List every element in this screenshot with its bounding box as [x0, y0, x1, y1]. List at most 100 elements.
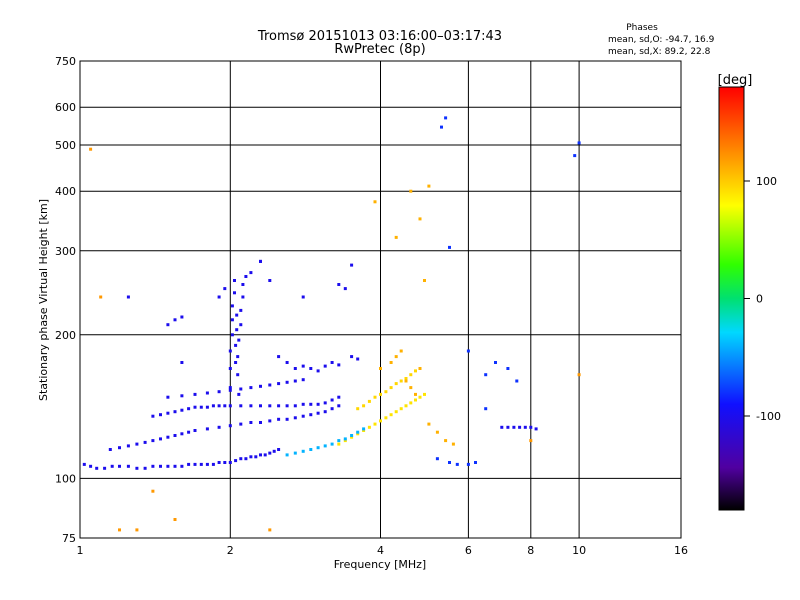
data-point	[523, 425, 527, 429]
data-point	[159, 464, 162, 468]
data-point	[235, 313, 239, 317]
data-point	[506, 425, 510, 429]
y-tick-label: 750	[55, 55, 76, 68]
data-point	[217, 390, 221, 394]
data-point	[223, 404, 227, 408]
data-point	[166, 435, 170, 439]
data-point	[455, 462, 459, 466]
legend-title: Phases	[626, 23, 658, 33]
data-point	[356, 430, 360, 434]
data-point	[135, 528, 139, 532]
data-point	[337, 363, 341, 367]
data-point	[143, 466, 147, 470]
data-point	[82, 462, 86, 466]
data-point	[187, 462, 191, 466]
data-point	[466, 349, 470, 353]
data-point	[233, 291, 236, 295]
data-point	[173, 410, 177, 414]
data-point	[277, 417, 281, 421]
data-point	[323, 401, 327, 405]
data-points	[82, 116, 581, 532]
data-point	[193, 405, 197, 409]
colorbar-label: [deg]	[718, 73, 753, 88]
x-tick-label: 6	[465, 544, 472, 557]
data-point	[239, 387, 243, 391]
data-point	[217, 425, 221, 429]
data-point	[187, 407, 191, 411]
data-point	[427, 422, 431, 426]
data-point	[228, 461, 232, 464]
chart-subtitle: RwPretec (8p)	[334, 42, 425, 57]
data-point	[228, 388, 232, 392]
data-point	[99, 295, 103, 299]
data-point	[500, 425, 504, 429]
data-point	[534, 427, 538, 431]
data-point	[166, 323, 170, 327]
data-point	[180, 361, 184, 364]
data-point	[118, 446, 121, 450]
data-point	[268, 419, 272, 423]
data-point	[236, 355, 240, 359]
data-point	[394, 382, 398, 386]
data-point	[126, 444, 130, 448]
data-point	[409, 189, 413, 193]
data-point	[254, 455, 258, 459]
data-point	[268, 528, 272, 532]
data-point	[151, 489, 155, 493]
data-point	[394, 355, 398, 359]
data-point	[211, 404, 215, 408]
data-point	[404, 379, 408, 383]
data-point	[379, 419, 382, 423]
data-point	[373, 395, 377, 399]
data-point	[389, 386, 393, 390]
data-point	[343, 439, 347, 443]
x-tick-label: 16	[674, 544, 688, 557]
data-point	[484, 373, 488, 377]
data-point	[435, 430, 439, 434]
data-point	[239, 422, 243, 426]
data-point	[126, 295, 130, 299]
data-point	[108, 448, 112, 451]
data-point	[205, 427, 209, 431]
data-point	[285, 417, 289, 421]
data-point	[159, 437, 162, 441]
data-point	[259, 453, 262, 457]
data-point	[239, 308, 243, 312]
data-point	[249, 386, 253, 390]
data-point	[418, 395, 422, 399]
data-point	[223, 287, 227, 291]
data-point	[293, 404, 297, 408]
data-point	[143, 440, 147, 444]
data-point	[126, 464, 130, 468]
data-point	[277, 404, 281, 408]
data-point	[228, 367, 232, 370]
y-tick-label: 75	[62, 532, 76, 545]
data-point	[223, 461, 227, 464]
data-point	[414, 398, 417, 402]
data-point	[484, 407, 488, 411]
data-point	[330, 442, 334, 446]
data-point	[423, 279, 426, 282]
colorbar-tick-label: 100	[756, 175, 777, 188]
data-point	[330, 407, 334, 411]
data-point	[301, 364, 305, 368]
data-point	[180, 432, 184, 436]
data-point	[217, 461, 221, 464]
data-point	[228, 349, 232, 353]
data-point	[418, 367, 422, 370]
data-point	[239, 457, 243, 461]
data-point	[301, 402, 305, 406]
x-axis-label: Frequency [MHz]	[334, 558, 426, 571]
data-point	[228, 404, 232, 408]
data-point	[217, 295, 221, 299]
data-point	[448, 245, 451, 249]
data-point	[241, 295, 245, 299]
data-point	[404, 404, 408, 408]
data-point	[293, 379, 297, 383]
data-point	[494, 361, 497, 364]
data-point	[330, 361, 334, 364]
data-point	[362, 427, 366, 431]
data-point	[180, 464, 184, 468]
data-point	[440, 125, 443, 129]
